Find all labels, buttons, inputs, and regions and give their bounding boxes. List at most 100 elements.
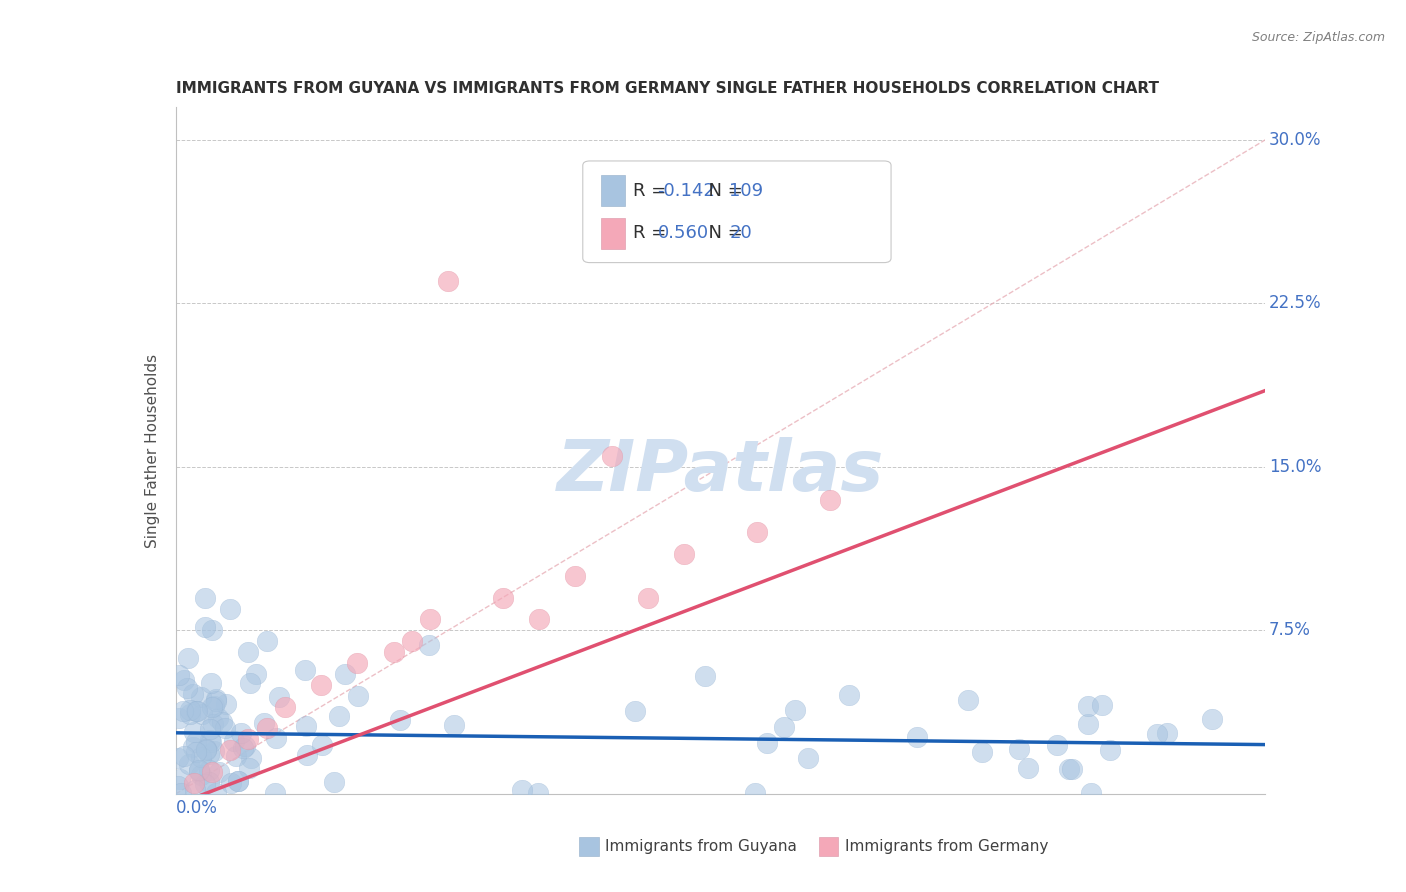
Point: [194, 777, 217, 791]
Text: Immigrants from Germany: Immigrants from Germany: [845, 839, 1047, 855]
Point: [200, 675, 222, 690]
Point: [190, 768, 212, 782]
Point: [184, 704, 207, 718]
Text: 7.5%: 7.5%: [1268, 622, 1310, 640]
Point: [166, 750, 188, 764]
Point: [177, 651, 200, 665]
Point: [205, 786, 228, 800]
Point: [179, 706, 201, 721]
Text: Source: ZipAtlas.com: Source: ZipAtlas.com: [1251, 31, 1385, 45]
Text: -0.142: -0.142: [658, 182, 716, 200]
Point: [328, 708, 350, 723]
Text: ZIPatlas: ZIPatlas: [557, 436, 884, 506]
Point: [173, 748, 195, 763]
Point: [1080, 786, 1102, 800]
Point: [215, 697, 238, 711]
Point: [322, 775, 344, 789]
Point: [187, 764, 209, 778]
Point: [623, 705, 645, 719]
Point: [264, 786, 287, 800]
Point: [169, 772, 191, 786]
Point: [190, 690, 212, 704]
Point: [527, 612, 550, 626]
Point: [207, 711, 229, 725]
Point: [184, 783, 207, 797]
Text: R =: R =: [633, 182, 672, 200]
Point: [197, 763, 219, 777]
Point: [335, 667, 357, 681]
Point: [1017, 761, 1039, 775]
Point: [256, 634, 278, 648]
Point: [253, 716, 276, 731]
Point: [755, 736, 778, 750]
Point: [201, 716, 224, 731]
Point: [1077, 717, 1099, 731]
Point: [166, 780, 188, 794]
Point: [295, 747, 318, 762]
Point: [309, 678, 332, 692]
Point: [188, 764, 211, 778]
Point: [773, 720, 796, 734]
Text: N =: N =: [696, 182, 748, 200]
Point: [600, 449, 623, 463]
Point: [295, 718, 318, 732]
Text: 22.5%: 22.5%: [1268, 294, 1322, 312]
Point: [240, 750, 263, 764]
Point: [186, 735, 208, 749]
Point: [183, 687, 205, 701]
Point: [225, 748, 247, 763]
Point: [211, 714, 233, 729]
Point: [205, 692, 228, 706]
Point: [232, 741, 254, 756]
Point: [443, 718, 465, 732]
Point: [527, 786, 550, 800]
Y-axis label: Single Father Households: Single Father Households: [145, 353, 160, 548]
Point: [172, 704, 194, 718]
Point: [200, 734, 222, 748]
Point: [179, 703, 201, 717]
Text: Immigrants from Guyana: Immigrants from Guyana: [605, 839, 797, 855]
Point: [838, 689, 860, 703]
Point: [191, 707, 214, 722]
Point: [214, 721, 236, 735]
Point: [184, 745, 207, 759]
Point: [169, 711, 191, 725]
Text: 30.0%: 30.0%: [1268, 131, 1322, 149]
Point: [229, 726, 252, 740]
Point: [194, 591, 217, 605]
Point: [190, 750, 212, 764]
Point: [492, 591, 515, 605]
Point: [197, 747, 219, 761]
Point: [238, 676, 260, 690]
Point: [388, 713, 411, 727]
Point: [202, 744, 225, 758]
Point: [744, 786, 766, 800]
Text: 0.0%: 0.0%: [176, 799, 218, 817]
Point: [198, 723, 221, 737]
Point: [264, 731, 287, 745]
Point: [194, 619, 217, 633]
Point: [219, 743, 242, 757]
Point: [208, 764, 231, 779]
Point: [785, 703, 807, 717]
Point: [186, 704, 208, 718]
Point: [1098, 743, 1121, 757]
Point: [201, 624, 224, 638]
Point: [347, 690, 370, 704]
Point: [294, 663, 316, 677]
Point: [818, 492, 841, 507]
Point: [418, 638, 440, 652]
Point: [311, 738, 333, 752]
Point: [224, 734, 246, 748]
Text: 20: 20: [730, 225, 752, 243]
Point: [1156, 726, 1178, 740]
Point: [198, 775, 221, 789]
Point: [1008, 742, 1031, 756]
Point: [202, 698, 225, 713]
Point: [956, 693, 979, 707]
Point: [177, 756, 200, 771]
Point: [219, 601, 242, 615]
Point: [226, 774, 249, 789]
Point: [228, 774, 250, 789]
Point: [564, 569, 586, 583]
